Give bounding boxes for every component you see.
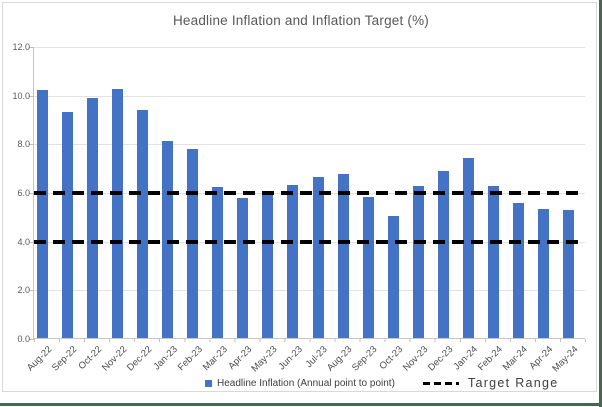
bar xyxy=(287,184,299,338)
bar xyxy=(212,187,224,338)
y-tick-label: 12.0 xyxy=(12,42,30,52)
y-tick-label: 2.0 xyxy=(17,285,30,296)
legend-item-target-range: Target Range xyxy=(422,376,559,390)
y-tick-label: 6.0 xyxy=(17,188,30,198)
chart-legend: Headline Inflation (Annual point to poin… xyxy=(205,375,559,391)
bar xyxy=(187,149,199,338)
bar xyxy=(37,89,48,338)
y-axis-tickmark xyxy=(29,290,34,292)
plot-area xyxy=(29,47,586,342)
y-axis-tickmark xyxy=(29,241,34,243)
legend-target-label: Target Range xyxy=(467,376,559,390)
chart-title: Headline Inflation and Inflation Target … xyxy=(172,13,429,28)
gridline xyxy=(34,47,585,48)
y-axis-tickmark xyxy=(29,144,34,146)
dashed-line-icon xyxy=(422,381,459,385)
y-axis-tickmark xyxy=(29,193,34,194)
bar xyxy=(162,140,174,338)
bar xyxy=(562,210,574,338)
bar xyxy=(437,171,449,338)
bar xyxy=(87,98,99,338)
bar xyxy=(512,202,524,338)
bar xyxy=(337,173,349,338)
y-axis-tickmark xyxy=(29,339,34,340)
y-tick-label: 8.0 xyxy=(17,139,30,150)
bar xyxy=(62,111,74,338)
y-tick-label: 10.0 xyxy=(12,90,30,101)
bar xyxy=(487,185,499,338)
bar xyxy=(412,185,424,338)
bar xyxy=(112,88,124,338)
y-tick-label: 0.0 xyxy=(17,334,30,344)
target-range-line xyxy=(34,239,578,244)
bar xyxy=(387,216,399,338)
bar xyxy=(537,209,549,338)
y-axis-tickmark xyxy=(29,47,34,48)
series-swatch-icon xyxy=(205,379,212,387)
target-range-line xyxy=(34,191,578,195)
bar xyxy=(362,196,374,338)
gridline xyxy=(34,290,585,292)
bar xyxy=(312,177,324,338)
bar xyxy=(262,192,274,338)
page-accent-line-bottom xyxy=(0,403,602,406)
x-axis-line xyxy=(33,338,585,339)
bar xyxy=(462,157,474,338)
gridline xyxy=(34,95,585,97)
bar xyxy=(137,110,149,338)
legend-item-headline-inflation: Headline Inflation (Annual point to poin… xyxy=(205,378,395,389)
y-tick-label: 4.0 xyxy=(17,236,30,247)
page-accent-line-right xyxy=(599,0,602,407)
bar xyxy=(237,198,249,338)
legend-series-label: Headline Inflation (Annual point to poin… xyxy=(217,377,395,389)
x-axis-tickmarks xyxy=(34,339,586,342)
gridline xyxy=(34,144,585,146)
y-axis-tickmark xyxy=(29,95,34,97)
